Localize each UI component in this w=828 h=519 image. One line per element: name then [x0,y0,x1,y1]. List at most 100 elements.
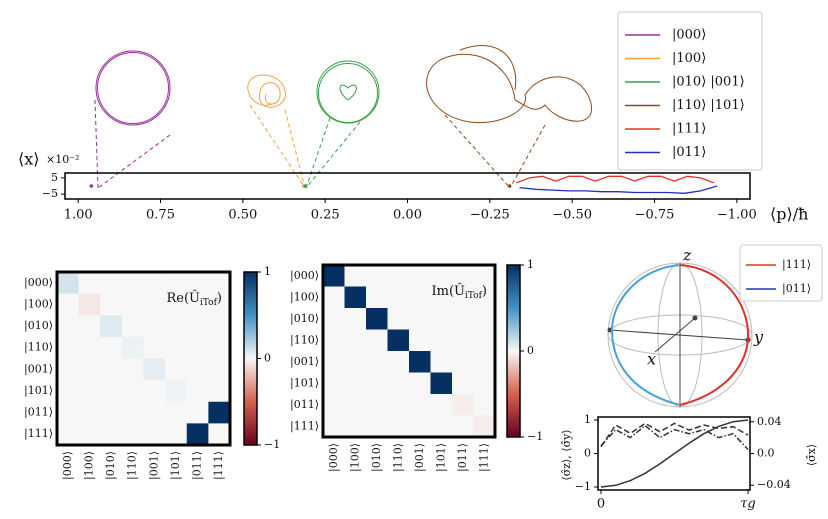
cell [344,372,367,395]
heatmap-title: Im(ÛiTof) [431,282,487,301]
cell [57,401,79,424]
column-label: |010⟩ [104,451,118,480]
cell [344,308,367,330]
inset-link [249,104,306,189]
cell [323,415,345,438]
cell [409,308,431,330]
cell [121,401,144,424]
cell [452,415,474,438]
column-label: |001⟩ [147,451,161,480]
cell [366,351,388,373]
cell [165,423,188,446]
inset-green [339,84,357,101]
cell [430,286,453,309]
cell [387,265,410,287]
legend-label: |111⟩ [672,122,706,137]
row-label: |101⟩ [24,384,53,398]
cell [186,380,209,403]
cell [473,394,496,416]
column-label: |110⟩ [391,443,405,472]
cell [323,329,345,352]
cell [452,308,474,330]
x-tick-label: 0 [597,497,605,512]
y-tick-label: 1 [584,413,591,426]
cell [100,272,123,294]
cell [409,329,431,352]
row-label: |001⟩ [290,355,319,369]
cell [452,265,474,287]
cell [186,401,209,424]
cell [452,329,474,352]
colorbar-tick-label: −1 [527,430,543,443]
y2-axis-label: ⟨σ̂x⟩ [805,444,818,466]
cell [208,336,231,359]
legend-label: |100⟩ [672,51,706,66]
trajectory [519,185,718,194]
colorbar [243,271,258,446]
cell [366,372,388,395]
cell [430,394,453,416]
colorbar-tick-label: −1 [264,438,280,451]
cell [473,351,496,373]
cell [186,315,209,338]
line [600,419,749,488]
cell [165,293,188,316]
inset-purple [95,50,171,126]
cell [409,394,431,416]
column-label: |101⟩ [434,443,448,472]
x-tick-label: −0.75 [635,208,675,223]
cell [366,329,388,352]
legend-box [617,11,763,171]
x-tick-label: 0.50 [228,208,257,223]
cell [78,315,101,338]
cell [208,423,231,446]
row-label: |001⟩ [24,362,53,376]
cell [100,423,123,446]
title-part: ) [482,284,487,299]
cell [387,351,410,373]
row-label: |110⟩ [24,341,53,355]
cell [366,308,388,330]
cell [208,293,231,316]
line [600,422,749,448]
cell [57,380,79,403]
cell [208,358,231,381]
cell [323,394,345,416]
cell [186,293,209,316]
cell [323,308,345,330]
row-label: |000⟩ [24,276,53,290]
x-tick-label: 0.25 [311,208,340,223]
cell [78,272,101,294]
inset-brown [459,45,517,91]
legend-label: |011⟩ [672,145,706,160]
cell [165,336,188,359]
cell [323,351,345,373]
heatmap-frame [321,263,497,439]
row-label: |111⟩ [290,419,319,433]
column-label: |100⟩ [82,451,96,480]
column-label: |101⟩ [169,451,183,480]
cell [409,372,431,395]
column-label: |000⟩ [61,451,75,480]
inset-trajectories [94,45,593,189]
y-tick-label: −1 [575,480,591,493]
inset-link [444,114,546,189]
title-part: iTof [200,298,218,308]
cell [430,415,453,438]
cell [452,286,474,309]
cell [57,358,79,381]
cell [78,336,101,359]
cell [143,336,166,359]
cell [409,351,431,373]
point [89,184,94,188]
column-label: |011⟩ [191,451,205,480]
x-tick-label: −0.25 [470,208,510,223]
title-part: Im(Û [431,282,465,299]
cell [165,315,188,338]
bloch-red [679,264,750,406]
cell [121,272,144,294]
cell [143,358,166,381]
cell [430,372,453,395]
inset-brown [426,53,593,124]
